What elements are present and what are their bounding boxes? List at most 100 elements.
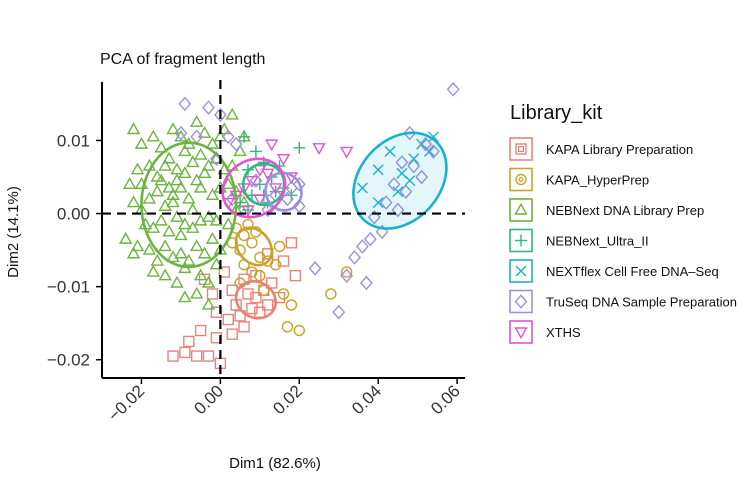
data-point	[197, 246, 212, 259]
legend-key	[509, 289, 533, 314]
legend-symbol	[515, 143, 527, 155]
data-point	[174, 180, 188, 193]
data-point	[162, 224, 176, 237]
data-point	[359, 275, 373, 291]
data-point	[423, 145, 435, 157]
x-tick-label: 0.00	[190, 381, 227, 418]
data-point	[213, 107, 227, 123]
x-tick-label: 0.04	[348, 381, 385, 418]
data-point	[253, 178, 266, 191]
data-point	[186, 202, 200, 215]
data-point	[194, 324, 207, 337]
legend-item: NEXTflex Cell Free DNA–Seq	[509, 259, 719, 283]
data-point	[427, 144, 440, 159]
data-point	[189, 286, 204, 299]
data-point	[340, 268, 354, 283]
data-point	[146, 129, 160, 142]
data-point	[186, 220, 200, 233]
data-point	[253, 194, 267, 207]
data-point	[253, 165, 267, 177]
data-point	[178, 217, 192, 230]
data-point	[372, 164, 384, 176]
data-point	[134, 136, 149, 149]
data-point	[325, 288, 337, 300]
data-point	[154, 213, 168, 226]
data-point	[249, 173, 263, 188]
data-point	[221, 177, 235, 190]
legend-symbol	[515, 173, 527, 186]
legend-item: TruSeq DNA Sample Preparation	[509, 289, 737, 314]
data-point	[158, 239, 172, 252]
data-point	[170, 162, 184, 175]
data-point	[221, 217, 235, 230]
x-tick-label: 0.06	[427, 381, 464, 418]
data-point	[186, 155, 200, 168]
legend-label: KAPA_HyperPrep	[546, 173, 649, 188]
legend-symbol	[514, 294, 528, 309]
legend-item: NEBNext DNA Library Prep	[509, 198, 704, 222]
data-point	[367, 209, 381, 225]
data-point	[238, 321, 250, 333]
data-point	[379, 195, 393, 210]
data-point	[130, 162, 145, 175]
data-point	[392, 186, 404, 198]
data-point	[308, 261, 322, 276]
data-point	[249, 145, 262, 158]
data-point	[245, 175, 259, 188]
data-point	[189, 115, 204, 127]
data-point	[332, 304, 346, 320]
data-point	[197, 125, 212, 138]
data-point	[404, 175, 416, 187]
data-point	[146, 220, 160, 233]
data-point	[167, 350, 179, 362]
data-point	[356, 182, 368, 194]
data-point	[158, 158, 172, 171]
data-point	[264, 139, 279, 152]
data-point	[142, 191, 157, 204]
data-point	[372, 197, 384, 209]
data-point	[209, 213, 224, 226]
data-point	[202, 100, 215, 115]
legend-item: XTHS	[509, 320, 581, 344]
data-point	[281, 321, 294, 333]
legend-symbol	[514, 327, 528, 340]
data-point	[122, 177, 137, 190]
data-point	[162, 151, 176, 164]
plot-area	[118, 81, 460, 370]
legend-symbol	[515, 265, 527, 277]
data-point	[415, 169, 429, 185]
data-point	[206, 288, 219, 300]
legend-key	[509, 137, 533, 161]
data-point	[178, 144, 192, 157]
data-point	[293, 141, 306, 154]
data-point	[170, 210, 184, 222]
legend-label: NEBNext_Ultra_II	[546, 234, 649, 249]
data-point	[154, 173, 168, 186]
data-point	[221, 129, 235, 145]
confidence-ellipse	[140, 141, 238, 269]
data-point	[182, 253, 196, 266]
data-point	[201, 210, 216, 222]
data-point	[201, 297, 216, 310]
data-point	[190, 350, 203, 362]
data-point	[246, 302, 258, 315]
data-point	[268, 183, 283, 196]
legend-label: TruSeq DNA Sample Preparation	[546, 295, 737, 310]
data-point	[387, 177, 401, 192]
data-point	[419, 136, 432, 152]
confidence-ellipse	[221, 157, 287, 219]
data-point	[269, 259, 282, 271]
legend-key	[509, 167, 533, 192]
data-point	[261, 202, 275, 218]
data-point	[229, 136, 243, 152]
data-point	[269, 185, 282, 198]
data-point	[193, 268, 208, 281]
legend-item: KAPA Library Preparation	[509, 137, 693, 161]
y-tick-label: −0.02	[47, 351, 90, 370]
legend-key	[509, 198, 533, 222]
data-point	[289, 269, 302, 282]
data-point	[427, 131, 439, 143]
x-axis-label: Dim1 (82.6%)	[229, 455, 321, 472]
data-point	[166, 188, 180, 200]
y-tick-label: −0.01	[47, 278, 90, 297]
